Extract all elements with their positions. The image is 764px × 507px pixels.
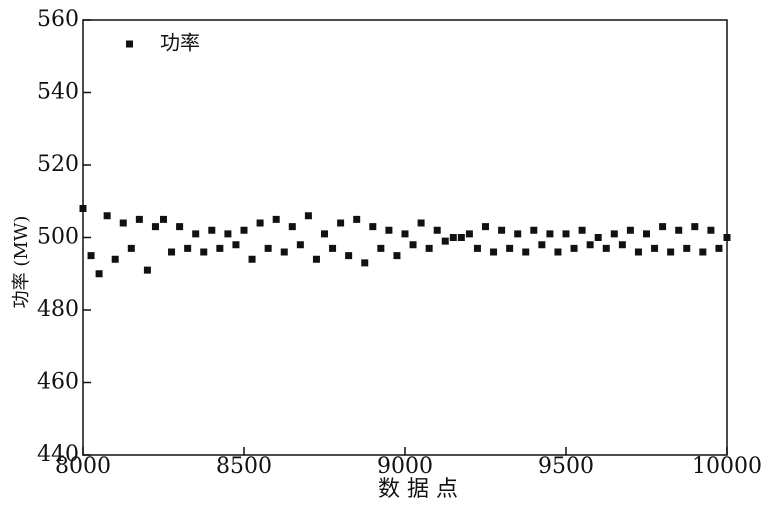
marker bbox=[361, 259, 369, 267]
x-tick-label: 9500 bbox=[538, 454, 594, 479]
x-tick-label: 10000 bbox=[692, 454, 762, 479]
legend-marker bbox=[126, 40, 133, 48]
marker bbox=[482, 223, 489, 231]
marker bbox=[538, 241, 546, 249]
marker bbox=[610, 230, 618, 238]
marker bbox=[143, 266, 151, 274]
marker bbox=[111, 255, 119, 263]
marker bbox=[643, 230, 650, 238]
marker bbox=[200, 248, 208, 256]
marker bbox=[256, 219, 264, 227]
marker bbox=[498, 226, 506, 234]
marker bbox=[192, 230, 200, 238]
marker bbox=[506, 244, 514, 252]
marker bbox=[675, 226, 683, 234]
marker bbox=[160, 215, 167, 223]
marker bbox=[304, 212, 312, 220]
x-axis-label: 数 据 点 bbox=[378, 477, 458, 502]
marker bbox=[321, 230, 328, 238]
marker bbox=[119, 219, 127, 227]
marker bbox=[280, 248, 288, 256]
marker bbox=[618, 241, 626, 249]
marker bbox=[176, 223, 184, 231]
marker bbox=[667, 248, 675, 256]
marker bbox=[272, 215, 280, 223]
marker bbox=[127, 244, 135, 252]
marker bbox=[457, 234, 465, 241]
x-tick-label: 9000 bbox=[377, 454, 433, 479]
marker bbox=[659, 223, 667, 231]
y-tick-label: 560 bbox=[37, 7, 79, 32]
marker bbox=[248, 255, 256, 263]
marker bbox=[433, 226, 441, 234]
y-tick-label: 500 bbox=[37, 225, 79, 250]
marker bbox=[554, 248, 562, 256]
marker bbox=[87, 252, 95, 260]
marker bbox=[337, 219, 345, 227]
marker bbox=[683, 244, 691, 252]
marker bbox=[168, 248, 176, 256]
marker bbox=[296, 241, 304, 249]
marker bbox=[401, 230, 409, 238]
marker bbox=[530, 226, 538, 234]
marker bbox=[79, 205, 87, 212]
y-tick-label: 540 bbox=[37, 80, 79, 105]
marker bbox=[570, 244, 578, 252]
marker bbox=[715, 244, 723, 252]
marker bbox=[345, 252, 353, 260]
marker bbox=[634, 248, 642, 256]
marker bbox=[151, 223, 159, 231]
marker bbox=[264, 244, 272, 252]
marker bbox=[465, 230, 473, 238]
y-tick-label: 520 bbox=[37, 152, 79, 177]
marker bbox=[353, 215, 361, 223]
marker bbox=[522, 248, 530, 256]
marker bbox=[691, 223, 699, 231]
marker bbox=[216, 244, 224, 252]
marker bbox=[449, 234, 457, 241]
y-tick-label: 460 bbox=[37, 370, 79, 395]
x-tick-label: 8000 bbox=[55, 454, 111, 479]
y-tick-label: 480 bbox=[37, 297, 79, 322]
marker bbox=[208, 226, 216, 234]
marker bbox=[586, 241, 594, 249]
marker bbox=[594, 234, 602, 241]
marker bbox=[699, 248, 707, 256]
marker bbox=[312, 255, 320, 263]
marker bbox=[514, 230, 522, 238]
y-axis-label: 功率 (MW) bbox=[11, 216, 32, 309]
marker bbox=[232, 241, 240, 249]
marker bbox=[240, 226, 248, 234]
marker bbox=[135, 215, 143, 223]
marker bbox=[184, 244, 192, 252]
x-tick-label: 8500 bbox=[216, 454, 272, 479]
marker bbox=[288, 223, 296, 231]
marker bbox=[490, 248, 498, 256]
marker bbox=[723, 234, 731, 241]
marker bbox=[377, 244, 385, 252]
marker bbox=[473, 244, 481, 252]
y-tick-label: 440 bbox=[37, 442, 79, 467]
marker bbox=[417, 219, 425, 227]
marker bbox=[707, 226, 715, 234]
marker bbox=[329, 244, 337, 252]
marker bbox=[393, 252, 401, 260]
marker bbox=[602, 244, 610, 252]
plot-frame bbox=[82, 19, 728, 456]
marker bbox=[224, 230, 232, 238]
marker bbox=[95, 270, 103, 278]
marker bbox=[546, 230, 554, 238]
marker bbox=[441, 237, 449, 245]
marker bbox=[578, 226, 586, 234]
marker bbox=[562, 230, 570, 238]
marker bbox=[425, 244, 433, 252]
marker bbox=[626, 226, 634, 234]
marker bbox=[369, 223, 377, 231]
marker bbox=[651, 244, 659, 252]
marker bbox=[409, 241, 417, 249]
marker bbox=[385, 226, 393, 234]
marker bbox=[103, 212, 111, 220]
legend-label: 功率 bbox=[160, 31, 200, 55]
